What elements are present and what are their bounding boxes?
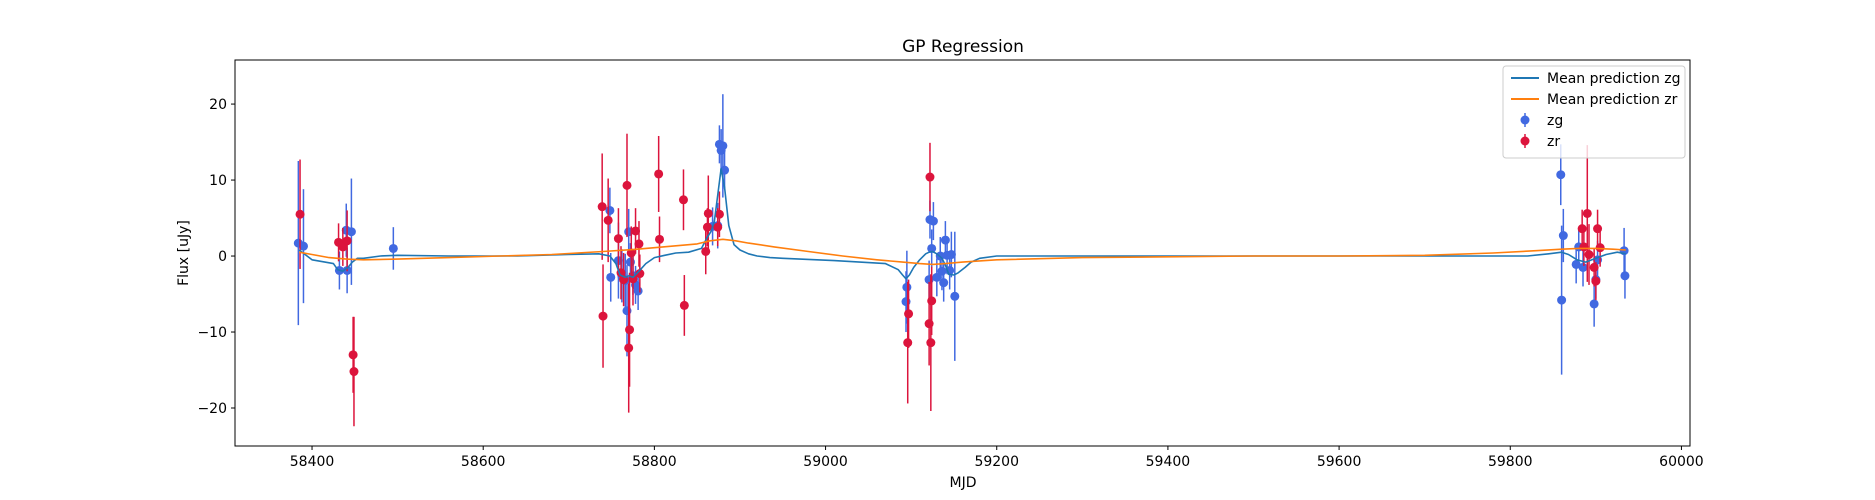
legend-marker-swatch-3: [1520, 136, 1530, 146]
series-zr-points: [295, 133, 1605, 427]
zg-point-44: [1578, 262, 1588, 272]
x-tick-label-1: 58600: [461, 454, 506, 470]
zg-point-6: [388, 243, 398, 253]
zr-point-12: [622, 180, 632, 190]
zr-point-7: [598, 311, 608, 321]
zr-point-23: [679, 300, 689, 310]
zg-point-25: [902, 282, 912, 292]
zr-point-19: [635, 269, 645, 279]
x-tick-label-5: 59400: [1146, 454, 1191, 470]
zr-point-37: [1582, 208, 1592, 218]
x-tick-label-8: 60000: [1659, 454, 1704, 470]
zg-point-17: [633, 286, 643, 296]
zr-point-27: [713, 222, 723, 232]
zg-point-29: [928, 216, 938, 226]
zg-point-8: [606, 272, 616, 282]
zr-point-29: [903, 338, 913, 348]
legend-item-2: zg: [1520, 113, 1563, 129]
zg-point-28: [927, 243, 937, 253]
x-tick-label-4: 59200: [974, 454, 1019, 470]
zg-point-22: [718, 141, 728, 151]
plot-frame: [234, 59, 1691, 447]
zr-point-18: [634, 239, 644, 249]
zr-point-39: [1589, 262, 1599, 272]
zg-point-30: [932, 272, 942, 282]
zg-point-45: [1589, 299, 1599, 309]
legend-label-0: Mean prediction zg: [1547, 71, 1681, 87]
legend-box: [1502, 65, 1686, 159]
zr-point-35: [1577, 224, 1587, 234]
zr-point-20: [654, 169, 664, 179]
zg-point-49: [1620, 271, 1630, 281]
zr-point-40: [1591, 276, 1601, 286]
x-tick-label-7: 59800: [1488, 454, 1533, 470]
y-tick-label-2: 0: [218, 249, 227, 265]
legend-item-3: zr: [1520, 134, 1560, 150]
zr-point-30: [904, 309, 914, 319]
zg-point-7: [605, 205, 615, 215]
legend-label-1: Mean prediction zr: [1547, 92, 1678, 108]
zg-point-5: [346, 227, 356, 237]
zr-point-28: [714, 209, 724, 219]
zr-point-38: [1584, 250, 1594, 260]
y-tick-label-0: −20: [197, 401, 227, 417]
y-axis-label: Flux [uJy]: [176, 220, 192, 286]
x-axis: 58400 58600 58800 59000 59200 59400 59600 59800…: [290, 446, 1704, 470]
zr-point-22: [678, 195, 688, 205]
zg-point-37: [946, 250, 956, 260]
zr-point-9: [613, 234, 623, 244]
zr-point-32: [925, 172, 935, 182]
zr-point-17: [631, 226, 641, 236]
legend-label-3: zr: [1547, 134, 1560, 150]
legend-item-1: Mean prediction zr: [1511, 92, 1678, 108]
y-tick-label-4: 20: [209, 97, 227, 113]
series-line-1: [299, 238, 1626, 266]
y-tick-label-3: 10: [209, 173, 227, 189]
legend-label-2: zg: [1547, 113, 1563, 129]
x-tick-label-2: 58800: [632, 454, 677, 470]
zr-point-13: [624, 343, 634, 353]
x-axis-label: MJD: [950, 475, 977, 491]
zg-point-41: [1558, 231, 1568, 241]
y-axis: −20 −10 0 10 20: [197, 97, 235, 417]
zg-point-40: [1557, 295, 1567, 305]
zg-point-39: [1556, 170, 1566, 180]
x-tick-label-6: 59600: [1317, 454, 1362, 470]
chart-title: GP Regression: [902, 37, 1024, 57]
zg-point-33: [939, 278, 949, 288]
zg-point-38: [950, 291, 960, 301]
legend: Mean prediction zg Mean prediction zr zg zr: [1502, 65, 1686, 159]
legend-item-0: Mean prediction zg: [1511, 71, 1681, 87]
x-tick-label-0: 58400: [290, 454, 335, 470]
zr-point-21: [655, 234, 665, 244]
zg-point-32: [937, 266, 947, 276]
zg-point-34: [940, 235, 950, 245]
zr-point-26: [703, 208, 713, 218]
zr-point-14: [625, 325, 635, 335]
legend-marker-swatch-2: [1520, 115, 1530, 125]
plot-area: [293, 94, 1630, 427]
zr-point-6: [597, 202, 607, 212]
zr-point-25: [702, 222, 712, 232]
zr-point-34: [927, 296, 937, 306]
zr-point-42: [1595, 243, 1605, 253]
zr-point-4: [348, 350, 358, 360]
zr-point-5: [349, 367, 359, 377]
zr-point-0: [295, 209, 305, 219]
zr-point-8: [603, 215, 613, 225]
zr-point-33: [926, 338, 936, 348]
x-tick-label-3: 59000: [803, 454, 848, 470]
zr-point-3: [342, 236, 352, 246]
y-tick-label-1: −10: [197, 325, 227, 341]
zg-point-1: [298, 241, 308, 251]
